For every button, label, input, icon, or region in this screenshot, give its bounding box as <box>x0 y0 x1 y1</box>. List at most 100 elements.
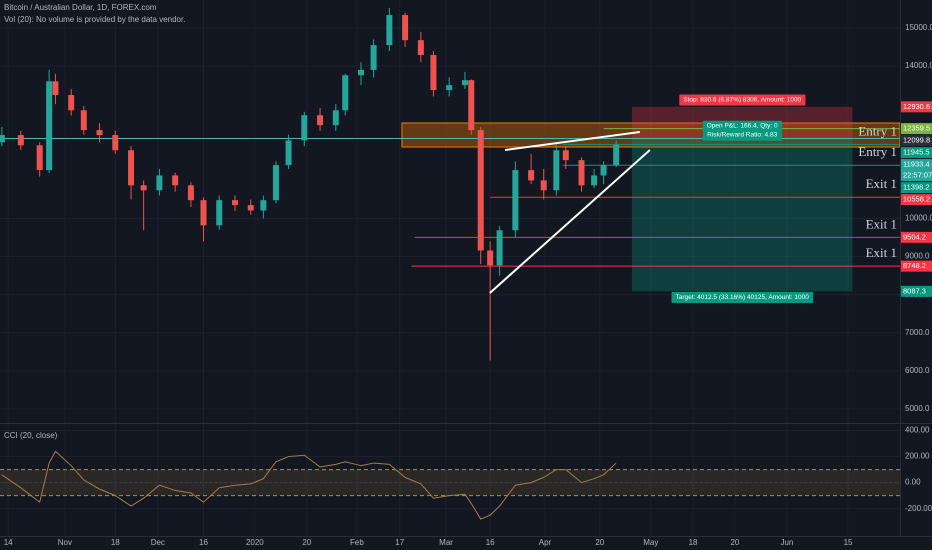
label-text: Stop: 830.6 (6.87%) 8306, Amount: 1000 <box>683 97 801 104</box>
price-tag <box>901 147 932 159</box>
candle-body <box>461 80 468 86</box>
price-tag-label: 9504.2 <box>903 232 926 241</box>
candle-body <box>317 115 324 126</box>
candle-body <box>46 81 53 171</box>
candle-body <box>332 110 339 126</box>
candle-body <box>446 85 453 91</box>
y-tick-label: 400.00 <box>905 426 930 435</box>
candle-body <box>247 205 254 211</box>
candle-body <box>600 165 607 176</box>
position-label: Open P&L: 166.4, Qty: 0 Risk/Reward Ratio… <box>702 120 782 141</box>
candle-body <box>540 180 547 191</box>
y-tick-label: 15000.0 <box>905 23 932 32</box>
label-box <box>679 94 806 106</box>
x-tick-label: 16 <box>199 538 208 547</box>
price-tag-label: 11398.2 <box>903 183 930 192</box>
candle-body <box>370 45 377 70</box>
candle-body <box>0 135 5 143</box>
y-tick-label: 10000.0 <box>905 214 932 223</box>
x-tick-label: 18 <box>111 538 120 547</box>
price-tag-label: 10558.2 <box>903 195 930 204</box>
price-tag-label: 12099.8 <box>903 136 930 145</box>
price-tag <box>901 182 932 194</box>
y-tick-label: 6000.0 <box>905 366 930 375</box>
position-label: Stop: 830.6 (6.87%) 8306, Amount: 1000 <box>679 94 806 106</box>
candle-body <box>232 200 239 206</box>
candle-body <box>36 145 43 171</box>
candle-body <box>430 55 437 91</box>
x-tick-label: Apr <box>539 538 552 547</box>
x-tick-label: 20 <box>302 538 311 547</box>
price-tag <box>901 123 932 135</box>
x-tick-label: Jun <box>780 538 793 547</box>
x-tick-label: Feb <box>350 538 364 547</box>
price-tag <box>901 135 932 147</box>
x-tick-label: Nov <box>58 538 72 547</box>
candle-body <box>417 40 424 56</box>
level-label: Exit 1 <box>866 245 897 260</box>
trendline <box>489 149 651 294</box>
x-tick-label: 20 <box>595 538 604 547</box>
label-text: Target: 4012.5 (33.16%) 40125, Amount: 1… <box>675 294 809 301</box>
price-tag <box>901 231 932 243</box>
price-pane: Entry 1 Entry 1 Exit 1 Exit 1 Exit 1 Stop: 83… <box>0 7 901 361</box>
candle-body <box>578 160 585 186</box>
candle-body <box>528 170 535 181</box>
x-tick-label: Mar <box>439 538 453 547</box>
x-tick-label: 15 <box>844 538 853 547</box>
target-zone <box>631 138 853 292</box>
y-tick-label: 0.00 <box>905 478 921 487</box>
chart-subtitle: Vol (20): No volume is provided by the d… <box>4 15 185 24</box>
y-tick-label: 7000.0 <box>905 328 930 337</box>
candle-body <box>591 175 598 186</box>
candle-body <box>187 185 194 201</box>
price-tag <box>901 101 932 113</box>
x-tick-label: 16 <box>486 538 495 547</box>
candle-body <box>272 165 279 201</box>
price-tag-label: 12359.5 <box>903 124 930 133</box>
chart-title: Bitcoin / Australian Dollar, 1D, FOREX.c… <box>4 3 157 12</box>
price-tags: 12930.6 12359.5 12099.8 11945.5 11933.4 22:57… <box>901 101 932 297</box>
candle-body <box>358 69 365 76</box>
candle-body <box>402 15 409 41</box>
candle-body <box>112 135 119 151</box>
candle-body <box>68 95 75 111</box>
price-tag <box>901 285 932 297</box>
level-label: Exit 1 <box>866 216 897 231</box>
candle-body <box>512 170 519 231</box>
y-tick-label: 9000.0 <box>905 252 930 261</box>
x-tick-label: 18 <box>689 538 698 547</box>
label-text: Risk/Reward Ratio: 4.83 <box>707 132 777 139</box>
candle-body <box>487 250 494 266</box>
level-label: Entry 1 <box>858 144 897 159</box>
y-tick-label: 5000.0 <box>905 404 930 413</box>
candle-body <box>260 200 267 211</box>
candle-body <box>301 115 308 141</box>
candle-body <box>285 140 292 166</box>
position-label: Target: 4012.5 (33.16%) 40125, Amount: 1… <box>671 292 814 304</box>
candle-body <box>156 175 163 191</box>
candle-body <box>128 150 135 186</box>
candle-body <box>17 135 24 146</box>
candle-body <box>172 175 179 186</box>
trendline <box>504 131 640 152</box>
candle-body <box>562 150 569 161</box>
candle-body <box>200 200 207 226</box>
cci-line <box>1 450 617 520</box>
y-tick-label: -200.00 <box>905 504 932 513</box>
label-box <box>671 292 814 304</box>
candle-body <box>468 80 475 131</box>
x-tick-label: Dec <box>151 538 165 547</box>
price-tag-label: 11945.5 <box>903 148 930 157</box>
candle-body <box>553 150 560 191</box>
price-tag <box>901 194 932 206</box>
x-tick-label: 20 <box>730 538 739 547</box>
candle-body <box>52 81 59 96</box>
candle-body <box>80 110 87 131</box>
price-tag <box>901 260 932 272</box>
candle-body <box>140 185 147 191</box>
candle-body <box>342 75 349 111</box>
